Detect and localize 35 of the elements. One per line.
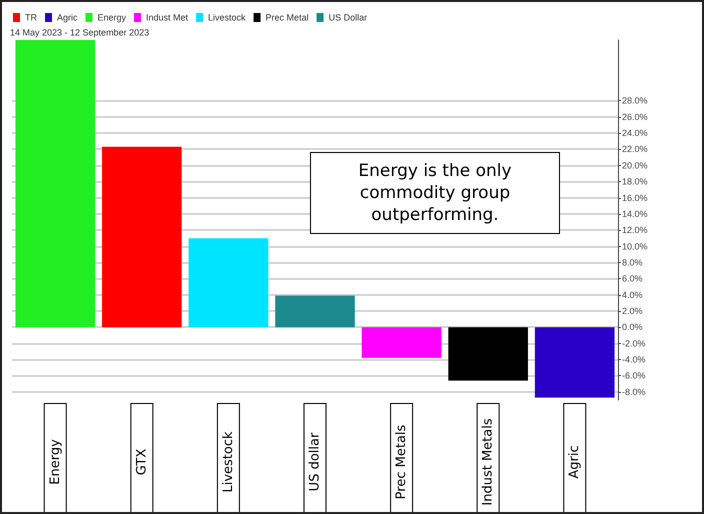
y-tick-label: 22.0% [622, 144, 648, 154]
legend-label: Indust Met [146, 12, 189, 22]
y-tick-label: -2.0% [622, 338, 646, 348]
legend-label: Energy [98, 12, 127, 22]
x-tick-label: Indust Metals [480, 418, 496, 506]
y-tick-label: 2.0% [622, 306, 643, 316]
legend-label: Livestock [208, 12, 246, 22]
y-tick-label: 14.0% [622, 208, 648, 219]
y-tick-label: 28.0% [622, 96, 648, 106]
y-tick-label: 26.0% [622, 112, 648, 122]
y-tick-label: -8.0% [622, 386, 646, 397]
legend-label: TR [25, 12, 38, 22]
y-tick-label: 12.0% [622, 225, 648, 236]
y-tick-label: -6.0% [622, 370, 646, 381]
y-tick-label: 6.0% [622, 274, 643, 284]
x-tick-label: US dollar [308, 432, 322, 492]
text: 14 May 2023 - 12 September 2023 [10, 28, 150, 38]
x-tick-label: Energy [48, 438, 63, 485]
y-tick-label: 4.0% [622, 290, 643, 300]
y-tick-label: -4.0% [622, 354, 646, 365]
y-tick-label: 16.0% [622, 192, 648, 203]
y-tick-label: 18.0% [622, 176, 648, 187]
legend-label: US Dollar [328, 12, 368, 22]
x-tick-label: GTX [134, 448, 150, 476]
y-tick-label: 0.0% [622, 322, 643, 332]
y-tick-label: 24.0% [622, 128, 648, 138]
y-tick-label: 10.0% [622, 241, 648, 252]
x-tick-label: Prec Metals [394, 424, 410, 500]
legend-label: Agric [56, 12, 78, 22]
y-tick-label: 8.0% [622, 257, 643, 268]
legend-label: Prec Metal [266, 12, 309, 22]
note-box: Energy is the only commodity group outperforming. [310, 152, 560, 234]
y-tick-label: 20.0% [622, 160, 648, 170]
x-tick-label: Agric [567, 445, 582, 479]
x-tick-label: Livestock [220, 431, 236, 493]
